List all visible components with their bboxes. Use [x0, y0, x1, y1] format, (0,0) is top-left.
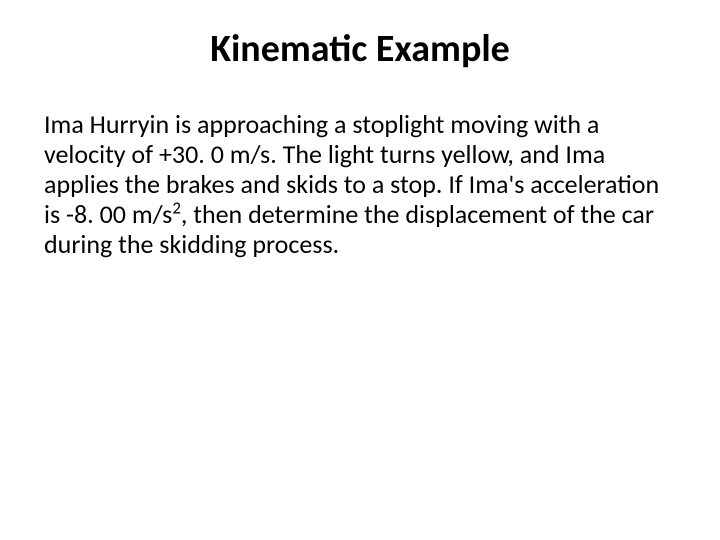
- slide-title: Kinematic Example: [40, 26, 680, 72]
- slide-body: Ima Hurryin is approaching a stoplight m…: [40, 110, 680, 259]
- body-superscript: 2: [172, 197, 181, 218]
- slide-container: Kinematic Example Ima Hurryin is approac…: [0, 0, 720, 540]
